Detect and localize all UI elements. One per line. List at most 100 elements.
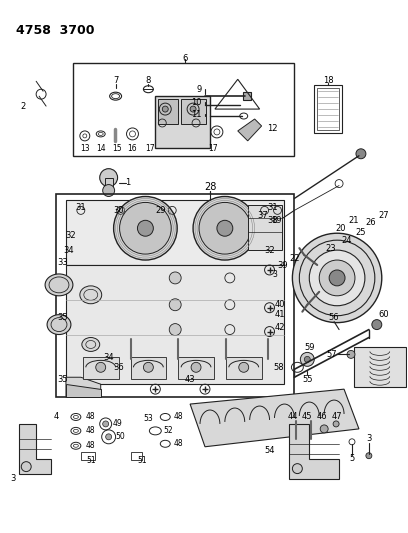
Text: 5: 5 (349, 454, 355, 463)
Bar (105, 177, 113, 190)
Text: 24: 24 (342, 236, 352, 245)
Text: 40: 40 (274, 300, 285, 309)
Text: 48: 48 (86, 441, 95, 450)
Text: 33: 33 (58, 257, 69, 266)
Text: 35: 35 (58, 313, 68, 322)
Text: 28: 28 (204, 182, 216, 191)
Polygon shape (19, 424, 51, 474)
Circle shape (144, 362, 153, 372)
Text: 26: 26 (366, 218, 376, 227)
Text: 15: 15 (112, 144, 122, 154)
Ellipse shape (47, 314, 71, 335)
Text: 41: 41 (274, 310, 285, 319)
Text: 38: 38 (267, 216, 278, 225)
Text: 4: 4 (53, 413, 59, 422)
Circle shape (199, 203, 251, 254)
Text: 55: 55 (302, 375, 313, 384)
Text: 39: 39 (277, 261, 288, 270)
Text: 10: 10 (191, 98, 202, 107)
Text: 37: 37 (257, 211, 268, 220)
Circle shape (366, 453, 372, 459)
Polygon shape (190, 389, 359, 447)
Circle shape (319, 260, 355, 296)
Text: 43: 43 (185, 375, 195, 384)
Circle shape (169, 272, 181, 284)
Text: 3: 3 (366, 434, 372, 443)
Text: 48: 48 (173, 413, 183, 422)
Text: 52: 52 (164, 426, 173, 435)
Text: 35: 35 (58, 375, 68, 384)
Text: 49: 49 (113, 419, 122, 429)
Text: 6: 6 (182, 54, 188, 63)
Text: 13: 13 (80, 144, 90, 154)
Circle shape (304, 357, 310, 362)
Circle shape (106, 434, 112, 440)
Text: 22: 22 (289, 254, 299, 263)
Text: 59: 59 (304, 343, 315, 352)
Bar (181, 99, 206, 124)
Circle shape (103, 421, 109, 427)
Circle shape (309, 250, 365, 306)
Bar (314, 85, 342, 133)
Bar (131, 358, 166, 379)
Text: 30: 30 (113, 206, 124, 215)
Polygon shape (66, 200, 284, 265)
Circle shape (137, 220, 153, 236)
Circle shape (347, 350, 355, 358)
Text: 29: 29 (155, 206, 166, 215)
Text: 46: 46 (317, 413, 328, 422)
Text: 16: 16 (128, 144, 137, 154)
Bar (243, 92, 251, 100)
Text: 25: 25 (356, 228, 366, 237)
Text: 45: 45 (302, 413, 313, 422)
Text: 3: 3 (11, 474, 16, 483)
Text: 32: 32 (66, 231, 76, 240)
Circle shape (239, 362, 249, 372)
Polygon shape (66, 377, 101, 397)
Bar (73, 63, 295, 156)
Circle shape (169, 324, 181, 336)
Circle shape (96, 362, 106, 372)
Bar (158, 99, 178, 124)
Text: 51: 51 (86, 456, 95, 465)
Polygon shape (289, 424, 339, 479)
Text: 60: 60 (379, 310, 389, 319)
Bar (317, 88, 339, 130)
Text: 31: 31 (267, 203, 278, 212)
Bar (131, 452, 142, 459)
Text: 23: 23 (326, 244, 337, 253)
Text: 2: 2 (21, 102, 26, 111)
Text: 7: 7 (113, 76, 118, 85)
Text: 17: 17 (208, 144, 218, 154)
Circle shape (21, 462, 31, 472)
Text: 17: 17 (146, 144, 155, 154)
Text: 11: 11 (191, 110, 202, 118)
Text: 9: 9 (197, 85, 202, 94)
Text: 4758  3700: 4758 3700 (16, 23, 95, 37)
Text: 44: 44 (287, 413, 298, 422)
Text: 20: 20 (336, 224, 346, 233)
Bar (81, 452, 95, 459)
Text: 34: 34 (64, 246, 74, 255)
Text: 48: 48 (86, 426, 95, 435)
Circle shape (293, 464, 302, 474)
Text: 21: 21 (349, 216, 359, 225)
Bar (155, 96, 210, 148)
Text: 32: 32 (264, 246, 275, 255)
Polygon shape (66, 384, 101, 397)
Text: 19: 19 (271, 216, 282, 225)
Circle shape (120, 203, 171, 254)
Text: 47: 47 (332, 413, 342, 422)
Circle shape (356, 149, 366, 159)
Ellipse shape (45, 274, 73, 296)
Text: 48: 48 (173, 439, 183, 448)
Text: 58: 58 (274, 363, 284, 372)
Text: 27: 27 (379, 211, 389, 220)
Circle shape (100, 168, 118, 187)
Text: 54: 54 (264, 446, 275, 455)
Circle shape (217, 220, 233, 236)
Circle shape (162, 106, 168, 112)
Text: 34: 34 (103, 353, 114, 362)
Text: 56: 56 (329, 313, 339, 322)
Text: 36: 36 (113, 363, 124, 372)
